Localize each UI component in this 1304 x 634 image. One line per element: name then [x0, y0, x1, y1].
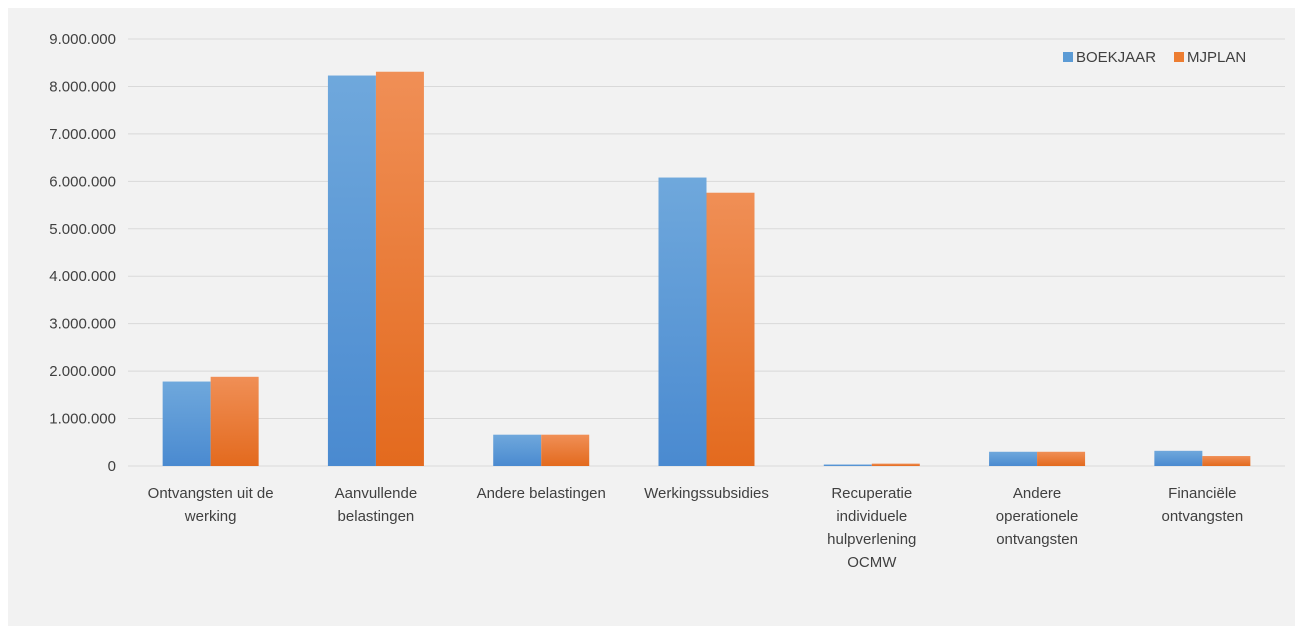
y-tick-label: 6.000.000 [49, 173, 116, 190]
bar-boekjaar-0 [162, 381, 211, 466]
legend-swatch-mjplan [1174, 52, 1184, 62]
bar-mjplan-1 [375, 71, 424, 466]
bar-boekjaar-4 [823, 464, 872, 466]
category-label: Recuperatie individuele hulpverlening OCMW [827, 485, 916, 571]
legend-swatch-boekjaar [1063, 52, 1073, 62]
y-tick-label: 8.000.000 [49, 78, 116, 95]
bar-mjplan-6 [1202, 456, 1251, 466]
category-label: Andere belastingen [477, 485, 606, 502]
category-label: Werkingssubsidies [644, 485, 769, 502]
y-tick-label: 0 [108, 458, 116, 475]
y-tick-label: 4.000.000 [49, 268, 116, 285]
bar-boekjaar-5 [989, 451, 1038, 466]
category-label: Andere operationele ontvangsten [996, 485, 1079, 548]
bar-boekjaar-3 [658, 177, 707, 466]
y-axis-labels: 0 1.000.000 2.000.000 3.000.000 4.000.000 5.0… [49, 31, 116, 475]
legend: BOEKJAAR MJPLAN [1063, 49, 1246, 66]
bars [162, 71, 1251, 466]
bar-mjplan-0 [210, 376, 259, 466]
bar-boekjaar-1 [327, 75, 376, 466]
y-tick-label: 2.000.000 [49, 363, 116, 380]
y-tick-label: 1.000.000 [49, 411, 116, 428]
y-tick-label: 9.000.000 [49, 31, 116, 48]
y-tick-label: 3.000.000 [49, 316, 116, 333]
bar-chart: 0 1.000.000 2.000.000 3.000.000 4.000.000 5.0… [49, 31, 1285, 571]
bar-boekjaar-2 [493, 434, 542, 466]
legend-label-mjplan: MJPLAN [1187, 49, 1246, 66]
category-labels: Ontvangsten uit de werking Aanvullende bela… [148, 485, 1244, 571]
bar-boekjaar-6 [1154, 450, 1203, 466]
chart-area: 0 1.000.000 2.000.000 3.000.000 4.000.000 5.0… [8, 8, 1295, 626]
bar-mjplan-2 [541, 434, 590, 466]
category-label: Financiële ontvangsten [1161, 485, 1243, 525]
y-tick-label: 7.000.000 [49, 126, 116, 143]
bar-mjplan-5 [1037, 451, 1086, 466]
bar-mjplan-3 [706, 192, 755, 466]
legend-label-boekjaar: BOEKJAAR [1076, 49, 1156, 66]
y-tick-label: 5.000.000 [49, 221, 116, 238]
category-label: Ontvangsten uit de werking [148, 485, 274, 525]
bar-mjplan-4 [871, 463, 920, 466]
category-label: Aanvullende belastingen [335, 485, 418, 525]
